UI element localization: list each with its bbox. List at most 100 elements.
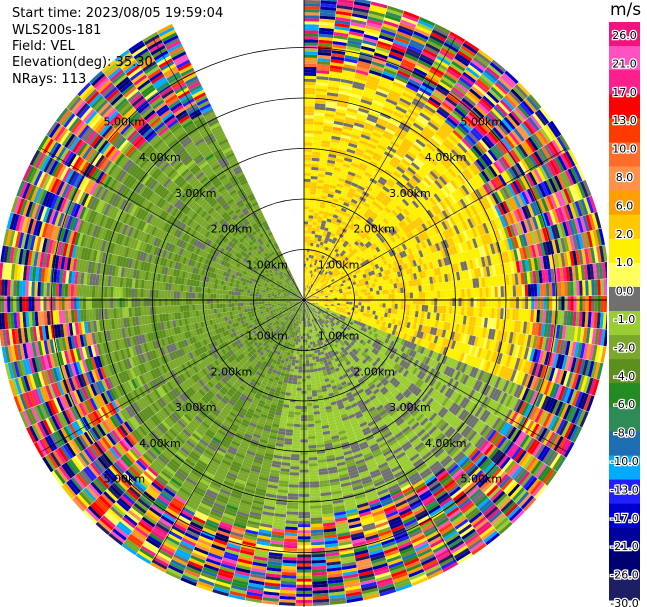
velocity-gate: [326, 95, 338, 100]
velocity-gate: [350, 133, 361, 140]
velocity-gate: [353, 78, 367, 85]
velocity-gate: [414, 64, 429, 74]
velocity-gate: [320, 223, 326, 228]
velocity-gate: [375, 123, 386, 131]
velocity-gate: [339, 223, 345, 229]
velocity-gate: [470, 297, 474, 307]
velocity-gate: [304, 227, 308, 231]
velocity-gate: [314, 206, 320, 211]
velocity-gate: [394, 298, 398, 304]
velocity-gate: [369, 137, 380, 144]
velocity-gate: [391, 293, 395, 299]
velocity-gate: [338, 233, 344, 239]
velocity-gate: [304, 245, 307, 249]
velocity-gate: [319, 244, 323, 249]
velocity-gate: [551, 282, 556, 297]
velocity-gate: [308, 286, 311, 290]
velocity-gate: [319, 161, 327, 166]
velocity-gate: [361, 96, 374, 103]
velocity-gate: [420, 84, 434, 94]
velocity-gate: [350, 162, 359, 169]
velocity-gate: [334, 208, 341, 213]
velocity-gate: [318, 164, 327, 169]
velocity-gate: [304, 260, 307, 264]
velocity-gate: [368, 180, 376, 187]
velocity-gate: [358, 54, 373, 61]
velocity-gate: [307, 263, 310, 268]
velocity-gate: [311, 255, 314, 259]
velocity-gate: [304, 109, 315, 113]
velocity-gate: [304, 257, 307, 261]
velocity-gate: [325, 104, 337, 109]
velocity-gate: [591, 296, 595, 312]
velocity-gate: [395, 129, 407, 138]
velocity-gate: [433, 26, 449, 37]
velocity-gate: [425, 42, 441, 53]
velocity-gate: [334, 26, 350, 31]
velocity-gate: [323, 180, 331, 185]
velocity-gate: [304, 215, 309, 219]
velocity-gate: [409, 286, 413, 293]
velocity-gate: [332, 227, 338, 232]
velocity-gate: [442, 305, 447, 314]
velocity-gate: [321, 235, 326, 240]
velocity-gate: [304, 181, 311, 185]
velocity-gate: [324, 174, 332, 179]
velocity-gate: [340, 297, 344, 300]
velocity-gate: [348, 99, 361, 105]
velocity-gate: [314, 100, 326, 105]
velocity-gate: [321, 192, 328, 197]
velocity-gate: [401, 119, 413, 128]
velocity-gate: [335, 111, 346, 117]
velocity-gate: [368, 140, 379, 147]
velocity-gate: [424, 284, 428, 292]
velocity-gate: [346, 220, 352, 226]
velocity-gate: [394, 303, 398, 309]
velocity-gate: [310, 280, 312, 284]
velocity-gate: [306, 291, 308, 295]
velocity-gate: [313, 278, 316, 282]
velocity-gate: [304, 200, 310, 204]
velocity-gate: [311, 280, 315, 284]
velocity-gate: [358, 165, 367, 172]
velocity-gate: [311, 264, 314, 268]
velocity-gate: [363, 188, 371, 195]
velocity-gate: [344, 222, 351, 228]
velocity-gate: [314, 112, 325, 117]
velocity-gate: [317, 237, 322, 242]
velocity-gate: [306, 257, 309, 261]
velocity-gate: [374, 93, 387, 101]
velocity-gate: [317, 257, 322, 261]
velocity-gate: [414, 95, 427, 105]
velocity-gate: [304, 21, 320, 25]
velocity-gate: [363, 305, 368, 310]
velocity-gate: [312, 148, 321, 153]
velocity-gate: [320, 6, 337, 11]
velocity-gate: [353, 1, 371, 8]
velocity-gate: [366, 116, 378, 124]
velocity-gate: [340, 220, 347, 226]
velocity-gate: [393, 39, 409, 48]
velocity-gate: [396, 30, 412, 40]
velocity-gate: [500, 297, 505, 309]
velocity-gate: [361, 157, 371, 164]
velocity-gate: [372, 306, 377, 311]
velocity-gate: [330, 138, 340, 144]
velocity-gate: [357, 110, 369, 117]
velocity-gate: [337, 301, 341, 304]
velocity-gate: [312, 136, 322, 141]
velocity-gate: [305, 291, 306, 295]
velocity-gate: [316, 182, 324, 187]
velocity-gate: [403, 298, 408, 305]
velocity-gate: [337, 96, 350, 102]
velocity-gate: [304, 251, 307, 255]
velocity-gate: [391, 303, 395, 309]
velocity-gate: [382, 303, 386, 308]
velocity-gate: [341, 217, 348, 223]
velocity-gate: [388, 303, 392, 309]
velocity-gate: [385, 294, 389, 299]
velocity-gate: [396, 103, 409, 112]
velocity-gate: [356, 201, 363, 208]
velocity-gate: [381, 307, 386, 313]
velocity-gate: [404, 113, 416, 123]
